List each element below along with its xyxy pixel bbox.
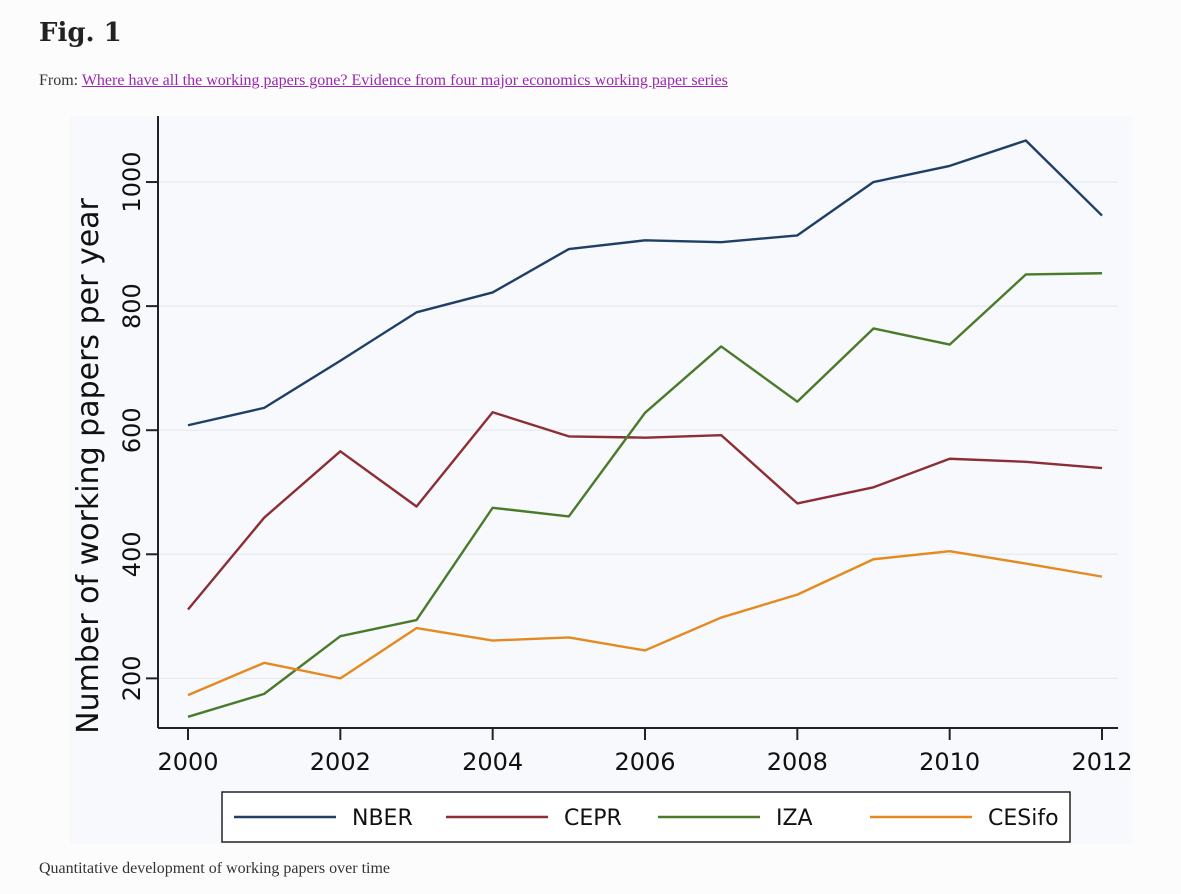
series-line-nber: [187, 139, 1103, 427]
legend-label-iza: IZA: [776, 806, 813, 831]
series-lines: [187, 139, 1103, 718]
y-tick-label-1000: 1000: [118, 152, 146, 213]
source-article-link[interactable]: Where have all the working papers gone? …: [81, 72, 728, 89]
y-axis-label: Number of working papers per year: [71, 197, 106, 733]
figure-title: Fig. 1: [39, 18, 122, 48]
source-prefix: From:: [39, 72, 82, 89]
x-tick-label-2010: 2010: [919, 748, 980, 776]
legend-label-cepr: CEPR: [564, 806, 622, 831]
y-tick-label-800: 800: [118, 283, 146, 329]
x-tick-label-2002: 2002: [310, 748, 371, 776]
x-tick-label-2000: 2000: [157, 748, 218, 776]
y-tick-label-400: 400: [118, 531, 146, 577]
chart-container: 200 400 600 800 1000 2000 2002 2004 2006 2008 2010…: [70, 116, 1133, 844]
series-line-cesifo: [187, 549, 1103, 697]
series-line-iza: [187, 272, 1103, 718]
y-tick-label-200: 200: [118, 655, 146, 701]
legend-label-cesifo: CESifo: [988, 806, 1059, 831]
figure-caption: Quantitative development of working pape…: [39, 860, 391, 877]
source-line: From: Where have all the working papers …: [39, 72, 728, 90]
x-tick-label-2012: 2012: [1071, 748, 1132, 776]
y-tick-label-600: 600: [118, 407, 146, 453]
chart-background: [70, 116, 1132, 844]
axes: 200 400 600 800 1000 2000 2002 2004 2006 2008 2010…: [118, 116, 1133, 776]
grid-lines: [158, 181, 1118, 679]
series-line-cepr: [187, 411, 1103, 611]
x-tick-label-2008: 2008: [767, 748, 828, 776]
legend-label-nber: NBER: [352, 806, 413, 831]
legend: NBER CEPR IZA CESifo: [221, 791, 1071, 843]
x-tick-label-2004: 2004: [462, 748, 523, 776]
x-tick-label-2006: 2006: [614, 748, 675, 776]
line-chart: 200 400 600 800 1000 2000 2002 2004 2006 2008 2010…: [70, 116, 1133, 844]
